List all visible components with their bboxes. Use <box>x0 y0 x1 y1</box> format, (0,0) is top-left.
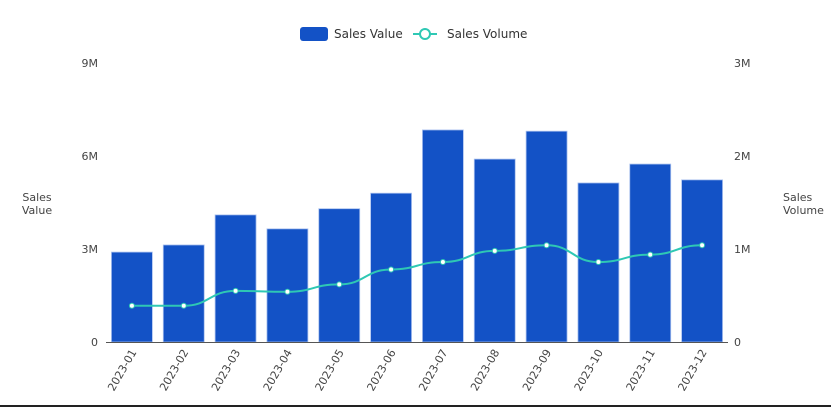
x-tick-label: 2023-09 <box>520 347 554 393</box>
data-point[interactable] <box>336 281 343 288</box>
right-axis-title: Volume <box>783 204 824 217</box>
data-point[interactable] <box>543 242 550 249</box>
bar[interactable] <box>111 251 153 343</box>
data-point[interactable] <box>699 242 706 249</box>
right-tick-label: 2M <box>734 150 751 163</box>
bar[interactable] <box>681 179 723 343</box>
legend: Sales Value Sales Volume <box>300 27 527 41</box>
bar[interactable] <box>318 208 361 343</box>
data-point[interactable] <box>180 302 187 309</box>
bar-swatch-icon <box>300 27 328 41</box>
bottom-divider <box>0 405 831 407</box>
right-axis-title: Sales <box>783 191 813 204</box>
legend-label: Sales Value <box>334 27 403 41</box>
right-tick-label: 1M <box>734 243 751 256</box>
x-tick-label: 2023-02 <box>157 347 191 393</box>
data-point[interactable] <box>128 302 135 309</box>
data-point[interactable] <box>232 287 239 294</box>
bar[interactable] <box>422 129 464 343</box>
x-tick-label: 2023-11 <box>624 347 658 393</box>
x-tick-label: 2023-01 <box>105 347 139 393</box>
data-point[interactable] <box>284 288 291 295</box>
data-point[interactable] <box>491 247 498 254</box>
x-tick-label: 2023-04 <box>261 347 295 393</box>
x-tick-label: 2023-12 <box>675 347 709 393</box>
bar[interactable] <box>266 228 309 343</box>
legend-label: Sales Volume <box>447 27 527 41</box>
line-series-sales-volume <box>128 242 706 309</box>
legend-item-sales-volume[interactable]: Sales Volume <box>413 27 527 41</box>
data-point[interactable] <box>439 259 446 266</box>
x-tick-label: 2023-05 <box>313 347 347 393</box>
data-point[interactable] <box>595 259 602 266</box>
data-point[interactable] <box>388 266 395 273</box>
x-tick-label: 2023-08 <box>468 347 502 393</box>
legend-item-sales-value[interactable]: Sales Value <box>300 27 403 41</box>
x-tick-label: 2023-03 <box>209 347 243 393</box>
left-tick-label: 9M <box>82 57 99 70</box>
left-tick-label: 3M <box>82 243 99 256</box>
left-tick-label: 0 <box>91 336 98 349</box>
bar[interactable] <box>214 214 257 343</box>
x-tick-label: 2023-06 <box>364 347 398 393</box>
left-axis-title: Sales <box>22 191 52 204</box>
x-tick-label: 2023-10 <box>572 347 606 393</box>
left-axis-title: Value <box>22 204 52 217</box>
left-tick-label: 6M <box>82 150 99 163</box>
right-axis-ticks: 0 1M 2M 3M <box>734 57 751 349</box>
x-axis-labels: 2023-01 2023-02 2023-03 2023-04 2023-05 2023-… <box>105 347 709 393</box>
bar-series-sales-value <box>111 129 723 343</box>
right-tick-label: 0 <box>734 336 741 349</box>
data-point[interactable] <box>647 251 654 258</box>
line-marker-icon-dot <box>419 28 431 40</box>
right-tick-label: 3M <box>734 57 751 70</box>
bar[interactable] <box>525 130 568 343</box>
left-axis-ticks: 0 3M 6M 9M <box>82 57 99 349</box>
bar[interactable] <box>162 244 205 343</box>
x-tick-label: 2023-07 <box>416 347 450 393</box>
